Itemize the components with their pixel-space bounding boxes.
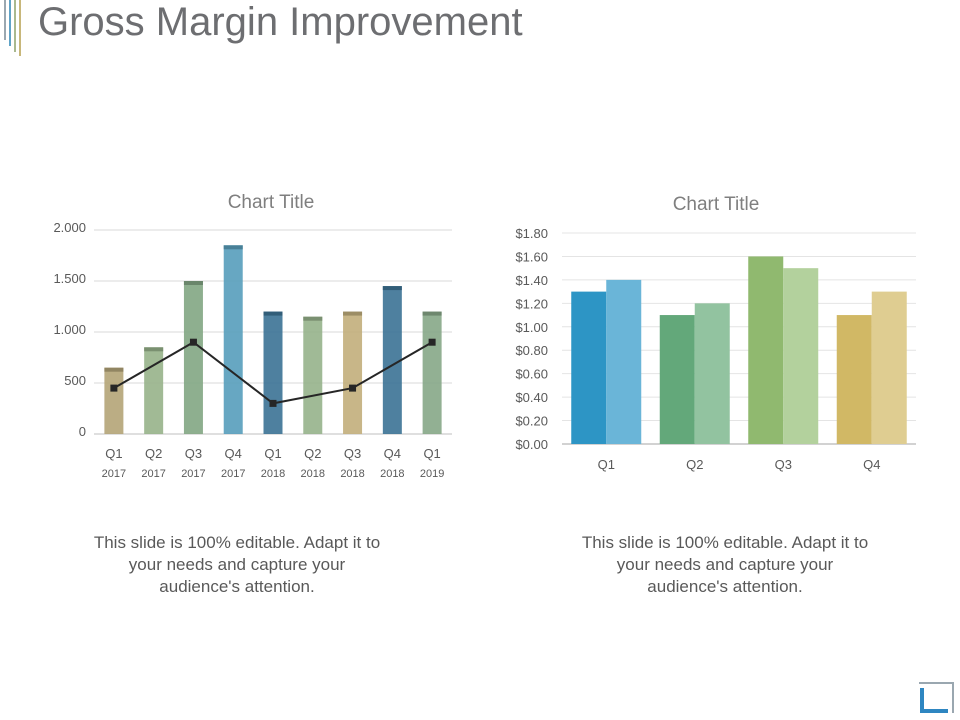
- bar-series: [104, 245, 442, 434]
- x-tick-year: 2018: [261, 468, 285, 480]
- y-tick-label: $0.00: [515, 437, 548, 452]
- y-tick-label: 0: [79, 424, 86, 439]
- x-tick-year: 2017: [102, 468, 126, 480]
- bar: [871, 291, 907, 444]
- bar: [571, 291, 607, 444]
- bar: [223, 245, 243, 434]
- bar-cap: [144, 347, 164, 352]
- y-tick-label: $0.40: [515, 390, 548, 405]
- clustered-bar-chart: Chart Title $0.00 $0.20 $0.40 $0.60 $0.80 $1.…: [515, 194, 916, 472]
- x-tick-quarter: Q2: [304, 446, 321, 461]
- bar-cap: [183, 281, 203, 285]
- x-tick-quarter: Q3: [344, 446, 361, 461]
- line-series: [110, 338, 436, 407]
- bar-series: [571, 256, 907, 444]
- x-tick-year: 2018: [340, 468, 364, 480]
- x-axis-ticks: Q1 2017 Q2 2017 Q3 2017 Q4 2017 Q1 2018 Q2 2018 Q3 20…: [102, 446, 445, 480]
- bar-cap: [382, 286, 402, 291]
- x-tick-quarter: Q1: [264, 446, 281, 461]
- bar: [104, 367, 124, 434]
- x-tick-label: Q1: [598, 457, 615, 472]
- x-tick-year: 2017: [181, 468, 205, 480]
- bar-cap: [263, 311, 283, 316]
- bar: [606, 279, 642, 444]
- x-tick-quarter: Q4: [225, 446, 242, 461]
- x-tick-quarter: Q1: [423, 446, 440, 461]
- slide-title: Gross Margin Improvement: [38, 0, 523, 44]
- x-tick-quarter: Q3: [185, 446, 202, 461]
- y-tick-label: $0.20: [515, 414, 548, 429]
- y-axis-ticks: 0 500 1.000 1.500 2.000: [53, 220, 86, 439]
- bar-cap: [303, 316, 323, 321]
- y-axis-ticks: $0.00 $0.20 $0.40 $0.60 $0.80 $1.00 $1.20 $1.40…: [515, 226, 548, 452]
- y-tick-label: $1.20: [515, 296, 548, 311]
- bar: [343, 311, 363, 434]
- chart-title: Chart Title: [673, 194, 760, 215]
- x-tick-label: Q3: [775, 457, 792, 472]
- y-tick-label: $0.60: [515, 367, 548, 382]
- title-decoration-lines: [4, 0, 21, 56]
- bar: [382, 286, 402, 434]
- x-tick-year: 2018: [301, 468, 325, 480]
- bar: [422, 311, 442, 434]
- x-tick-quarter: Q4: [384, 446, 401, 461]
- y-tick-label: 1.000: [53, 322, 86, 337]
- line-marker: [110, 384, 118, 392]
- caption-left: This slide is 100% editable. Adapt it to…: [93, 533, 381, 596]
- x-tick-year: 2018: [380, 468, 404, 480]
- bar: [748, 256, 784, 444]
- bar-cap: [104, 367, 124, 372]
- chart-title: Chart Title: [228, 192, 315, 213]
- x-tick-year: 2017: [221, 468, 245, 480]
- line-marker: [269, 399, 277, 407]
- y-tick-label: $1.60: [515, 249, 548, 264]
- y-tick-label: $1.40: [515, 273, 548, 288]
- bar: [263, 311, 283, 434]
- y-tick-label: 1.500: [53, 271, 86, 286]
- corner-bracket-icon: [919, 682, 954, 713]
- bar: [783, 268, 819, 444]
- line-marker: [349, 384, 357, 392]
- y-tick-label: 2.000: [53, 220, 86, 235]
- bar: [694, 303, 730, 444]
- line-marker: [428, 338, 436, 346]
- y-tick-label: 500: [64, 373, 86, 388]
- line-marker: [189, 338, 197, 346]
- bar-cap: [422, 311, 442, 316]
- x-tick-label: Q4: [863, 457, 880, 472]
- y-tick-label: $1.00: [515, 320, 548, 335]
- bar-cap: [223, 245, 243, 250]
- combo-chart: Chart Title 0 500 1.000 1.500 2.000 Q1 2017 Q2…: [53, 192, 452, 480]
- x-tick-quarter: Q2: [145, 446, 162, 461]
- bar: [183, 281, 203, 434]
- x-axis-ticks: Q1 Q2 Q3 Q4: [598, 457, 881, 472]
- bar: [659, 315, 695, 444]
- x-tick-year: 2017: [141, 468, 165, 480]
- bar-cap: [343, 311, 363, 316]
- x-tick-label: Q2: [686, 457, 703, 472]
- x-tick-year: 2019: [420, 468, 444, 480]
- caption-right: This slide is 100% editable. Adapt it to…: [581, 533, 869, 596]
- y-tick-label: $0.80: [515, 343, 548, 358]
- x-tick-quarter: Q1: [105, 446, 122, 461]
- bar: [836, 315, 872, 444]
- bar: [303, 316, 323, 434]
- y-tick-label: $1.80: [515, 226, 548, 241]
